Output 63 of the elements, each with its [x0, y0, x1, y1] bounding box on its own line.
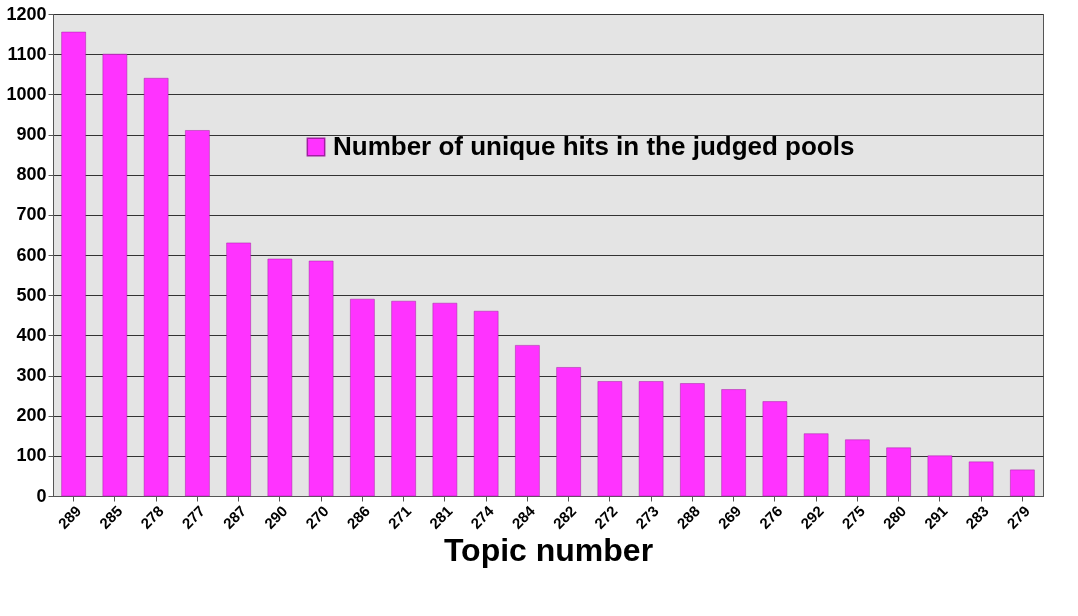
y-tick-label: 1200: [6, 3, 47, 24]
bar: [473, 310, 499, 497]
bar: [927, 455, 953, 497]
bar: [597, 381, 623, 497]
y-tick-label: 400: [16, 324, 47, 345]
x-tick-label: 278: [137, 502, 167, 532]
x-tick-label: 284: [508, 501, 539, 532]
x-tick-label: 273: [632, 502, 662, 532]
x-tick-label: 275: [838, 502, 868, 532]
x-tick-label: 290: [260, 502, 291, 532]
bar: [267, 258, 293, 497]
y-tick-label: 900: [16, 124, 47, 144]
bar: [1010, 469, 1035, 497]
bar: [968, 461, 994, 497]
y-tick-label: 700: [16, 204, 47, 225]
x-tick-label: 274: [467, 501, 498, 532]
bar: [350, 298, 375, 497]
bar: [721, 389, 746, 497]
bar: [556, 367, 581, 497]
bar: [226, 242, 251, 497]
x-tick-label: 271: [384, 502, 415, 532]
x-tick-label: 279: [1003, 502, 1033, 532]
bar: [308, 260, 334, 497]
x-tick-label: 276: [755, 502, 786, 532]
x-tick-label: 281: [425, 502, 456, 532]
x-tick-label: 288: [673, 502, 703, 532]
y-tick-label: 1000: [6, 83, 47, 104]
x-tick-label: 289: [54, 502, 85, 532]
x-tick-label: 285: [95, 502, 126, 532]
x-tick-label: 291: [920, 502, 951, 532]
x-tick-label: 277: [178, 502, 208, 532]
x-tick-label: 286: [343, 502, 373, 532]
x-tick-label: 269: [714, 502, 745, 532]
bar: [845, 439, 870, 497]
bar: [61, 31, 86, 497]
y-tick-label: 800: [16, 164, 47, 185]
y-tick-label: 100: [16, 445, 47, 466]
x-tick-label: 280: [879, 502, 910, 532]
x-tick-label: 272: [590, 502, 621, 532]
bar: [391, 300, 416, 497]
x-axis-title: Topic number: [443, 531, 654, 568]
y-tick-label: 0: [36, 485, 47, 506]
bar: [803, 433, 829, 497]
x-tick-label: 282: [549, 502, 580, 532]
y-tick-label: 600: [16, 244, 47, 265]
bar: [185, 130, 210, 497]
x-tick-label: 270: [302, 502, 332, 532]
bar: [432, 302, 458, 497]
y-tick-label: 300: [16, 365, 47, 385]
legend-label: Number of unique hits in the judged pools: [333, 131, 855, 161]
bar: [762, 401, 788, 497]
bar: [680, 383, 705, 497]
y-tick-label: 200: [16, 405, 47, 426]
y-tick-label: 500: [16, 284, 47, 305]
bar: [638, 381, 664, 497]
x-tick-label: 287: [219, 502, 250, 532]
bar: [886, 447, 911, 497]
bar: [143, 78, 169, 497]
x-tick-label: 292: [797, 502, 827, 532]
x-tick-label: 283: [962, 502, 992, 532]
y-tick-label: 1100: [7, 43, 47, 64]
bar: [515, 345, 540, 497]
bar: [102, 53, 128, 497]
